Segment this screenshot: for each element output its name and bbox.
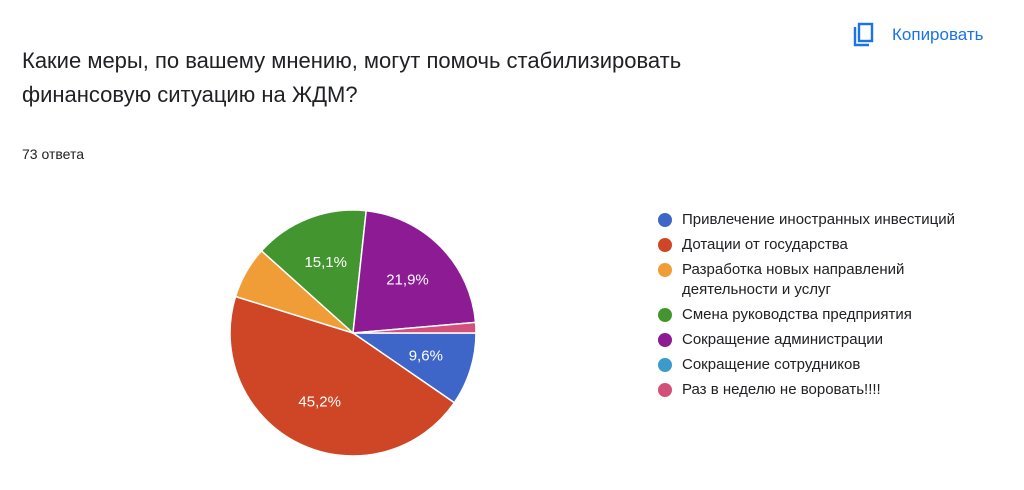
legend-item: Раз в неделю не воровать!!!! (658, 380, 958, 400)
legend-label: Дотации от государства (682, 236, 848, 253)
legend-swatch (658, 213, 672, 227)
legend-label: Сокращение администрации (682, 331, 883, 348)
legend: Привлечение иностранных инвестиций Дотаци… (658, 210, 958, 405)
legend-swatch (658, 238, 672, 252)
legend-swatch (658, 358, 672, 372)
legend-swatch (658, 383, 672, 397)
legend-swatch (658, 333, 672, 347)
legend-label: Сокращение сотрудников (682, 356, 861, 373)
response-count: 73 ответа (22, 146, 84, 162)
legend-item: Сокращение администрации (658, 330, 958, 350)
slice-label: 45,2% (298, 394, 341, 411)
legend-item: Смена руководства предприятия (658, 305, 958, 325)
legend-label: Привлечение иностранных инвестиций (682, 211, 956, 228)
legend-swatch (658, 308, 672, 322)
pie-slice (352, 321, 477, 334)
slice-label: 21,9% (386, 272, 429, 289)
copy-button[interactable]: Копировать (852, 22, 984, 48)
pie-slice (350, 332, 477, 404)
legend-label: Разработка новых направлений деятельност… (682, 261, 905, 298)
slice-label: 9,6% (409, 348, 443, 365)
legend-label: Смена руководства предприятия (682, 306, 912, 323)
pie-slice (260, 209, 368, 335)
pie-slice (229, 295, 456, 457)
legend-swatch (658, 263, 672, 277)
copy-icon (853, 22, 874, 47)
slice-label: 15,1% (304, 254, 347, 271)
legend-item: Дотации от государства (658, 235, 958, 255)
pie-slice (352, 209, 477, 334)
copy-label: Копировать (892, 25, 984, 44)
legend-item: Сокращение сотрудников (658, 355, 958, 375)
legend-item: Привлечение иностранных инвестиций (658, 210, 958, 230)
legend-item: Разработка новых направлений деятельност… (658, 260, 958, 300)
question-title: Какие меры, по вашему мнению, могут помо… (22, 48, 682, 107)
legend-label: Раз в неделю не воровать!!!! (682, 381, 881, 398)
